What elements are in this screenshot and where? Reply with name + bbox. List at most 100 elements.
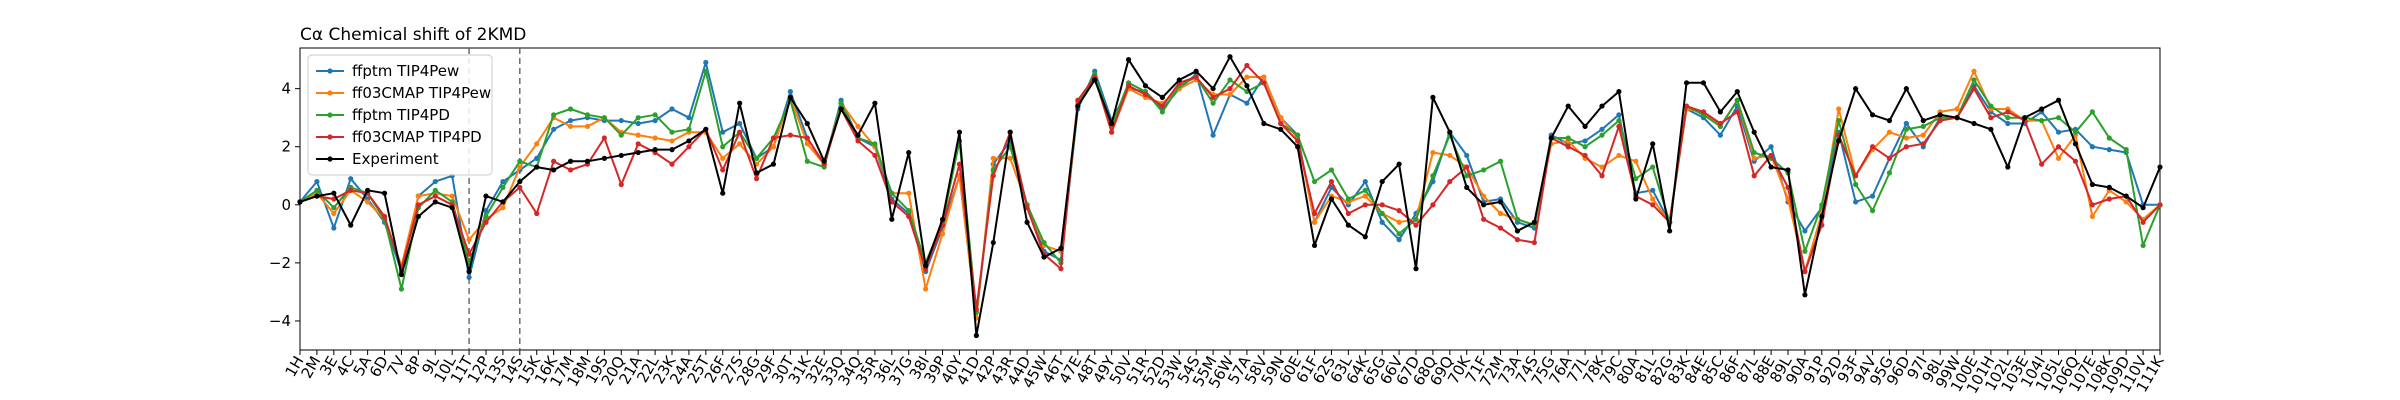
data-point [686,144,692,150]
data-point [1886,117,1893,124]
data-point [348,187,354,193]
data-point [703,68,709,74]
data-point [1751,129,1757,135]
data-point [1379,178,1385,185]
data-point [1058,245,1064,251]
series-line [299,64,2161,311]
data-point [1903,126,1909,132]
data-point [2055,129,2062,135]
data-point [1836,106,1842,112]
data-point [1396,208,1402,214]
data-point [720,155,726,161]
data-point [1836,138,1842,144]
data-point [1599,103,1605,109]
data-point [2106,196,2112,202]
data-point [1785,167,1791,173]
data-point [2039,161,2045,167]
data-point [2005,164,2011,170]
legend-marker [327,156,333,162]
data-point [1531,219,1537,225]
data-point [1751,173,1757,179]
data-point [2123,193,2129,199]
data-point [1920,141,1926,147]
data-point [2055,144,2062,150]
data-point [720,129,726,135]
data-point [432,178,438,185]
data-point [1464,164,1470,170]
legend-marker [327,68,333,74]
data-point [381,190,388,196]
data-point [1802,268,1808,275]
data-point [1667,228,1673,234]
data-point [652,135,658,141]
data-point [1650,187,1656,193]
series-line [299,55,2161,337]
data-point [753,176,760,182]
data-point [1903,120,1909,127]
data-point [534,210,540,217]
data-point [449,193,455,199]
data-point [2089,181,2095,188]
data-point [787,88,793,95]
data-point [2089,144,2095,150]
data-point [1734,97,1740,103]
data-point [1954,115,1960,121]
data-point [534,164,540,170]
data-point [618,132,624,138]
legend-label: ff03CMAP TIP4PD [352,128,482,146]
data-point [1971,68,1977,74]
data-point [2072,141,2079,147]
data-point [1802,292,1808,298]
data-point [635,120,641,127]
data-point [331,225,337,231]
data-point [1193,68,1199,74]
data-point [2106,147,2112,153]
data-point [398,271,405,278]
data-point [737,100,743,106]
data-point [1311,178,1318,185]
data-point [1988,103,1994,109]
data-point [2005,120,2011,127]
data-point [517,158,523,164]
data-point [1464,184,1470,190]
data-point [1396,219,1402,225]
data-point [1278,120,1284,127]
data-point [1954,106,1960,112]
data-point [939,231,946,237]
data-point [1311,219,1318,225]
data-point [652,117,658,124]
data-point [1903,144,1909,150]
data-point [686,115,692,121]
data-point [872,141,878,147]
data-point [500,178,506,185]
data-point [1227,86,1233,92]
data-point [1464,173,1470,179]
data-point [2005,115,2011,121]
data-point [365,199,371,205]
data-point [1633,196,1639,202]
data-point [1650,164,1656,170]
data-point [2005,109,2011,115]
data-point [906,208,912,214]
data-point [1497,210,1504,217]
legend: ffptm TIP4Pew ff03CMAP TIP4Pew ffptm TIP4P… [307,54,493,176]
data-point [1328,196,1335,202]
data-point [618,152,624,159]
data-point [1565,103,1571,109]
data-point [601,115,607,121]
data-point [1261,120,1267,127]
data-point [1075,103,1081,109]
data-point [415,202,421,208]
data-point [1109,129,1115,135]
data-point [534,141,540,147]
data-point [635,132,641,138]
data-point [449,205,455,211]
data-point [1497,199,1504,205]
data-point [770,135,777,141]
data-point [1937,117,1943,124]
data-point [737,120,743,127]
data-point [652,147,658,153]
data-point [1869,208,1876,214]
data-point [703,126,709,132]
data-point [1599,132,1605,138]
